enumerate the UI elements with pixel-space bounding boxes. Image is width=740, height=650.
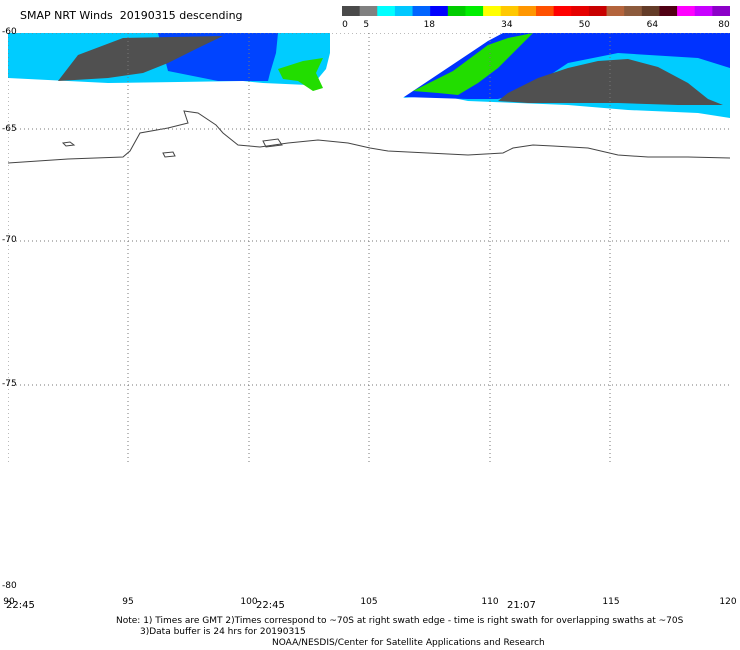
scale-swatch xyxy=(606,6,625,16)
lon-label: 100 xyxy=(240,597,258,607)
scale-tick-label: 50 xyxy=(578,20,591,30)
scale-swatch xyxy=(518,6,537,16)
note-line: Note: 1) Times are GMT 2)Times correspon… xyxy=(116,616,684,626)
scale-swatch xyxy=(377,6,396,16)
lat-label: -75 xyxy=(2,379,17,389)
scale-swatch xyxy=(500,6,519,16)
lat-label: -70 xyxy=(2,235,17,245)
lon-label: 95 xyxy=(122,597,134,607)
scale-swatch xyxy=(571,6,590,16)
scale-tick-label: 18 xyxy=(423,20,436,30)
scale-swatch xyxy=(483,6,502,16)
lon-label: 110 xyxy=(481,597,499,607)
swath-right xyxy=(403,33,730,118)
scale-swatch xyxy=(624,6,643,16)
island-outline xyxy=(61,141,76,147)
lat-label: -65 xyxy=(2,124,17,134)
scale-tick-label: 80 xyxy=(718,20,730,30)
island-outline xyxy=(262,138,283,148)
lon-label: 115 xyxy=(602,597,620,607)
scale-swatch xyxy=(465,6,484,16)
wind-speed-color-scale xyxy=(342,6,730,16)
scale-tick-label: 64 xyxy=(646,20,659,30)
wind-map xyxy=(8,33,730,464)
scale-swatch xyxy=(412,6,431,16)
lat-label: -80 xyxy=(2,581,17,591)
scale-swatch xyxy=(712,6,730,16)
lat-label: -60 xyxy=(2,27,17,37)
scale-tick-label: 5 xyxy=(363,20,370,30)
scale-swatch xyxy=(553,6,572,16)
swath-time-label: 21:07 xyxy=(507,600,536,611)
lon-label: 105 xyxy=(360,597,378,607)
lon-label: 90 xyxy=(3,597,15,607)
scale-swatch xyxy=(659,6,678,16)
scale-swatch xyxy=(447,6,466,16)
scale-swatch xyxy=(359,6,378,16)
scale-swatch xyxy=(430,6,449,16)
swath-time-label: 22:45 xyxy=(256,600,285,611)
note-credit: NOAA/NESDIS/Center for Satellite Applica… xyxy=(272,638,545,648)
swath-left xyxy=(8,33,330,91)
antarctic-coastline xyxy=(8,110,730,164)
scale-swatch xyxy=(694,6,713,16)
map-title: SMAP NRT Winds 20190315 descending xyxy=(20,9,243,22)
scale-swatch xyxy=(677,6,696,16)
lat-lon-grid xyxy=(8,33,730,464)
scale-swatch xyxy=(536,6,555,16)
lon-label: 120 xyxy=(719,597,737,607)
scale-swatch xyxy=(394,6,414,16)
note-line: 3)Data buffer is 24 hrs for 20190315 xyxy=(140,627,306,637)
island-outline xyxy=(162,151,176,158)
scale-swatch xyxy=(641,6,660,16)
notes-block: Note: 1) Times are GMT 2)Times correspon… xyxy=(0,616,740,649)
scale-swatch xyxy=(342,6,361,16)
scale-tick-label: 0 xyxy=(342,20,348,30)
swath-time-label: 22:45 xyxy=(6,600,35,611)
scale-swatch xyxy=(588,6,608,16)
scale-tick-label: 34 xyxy=(501,20,513,30)
